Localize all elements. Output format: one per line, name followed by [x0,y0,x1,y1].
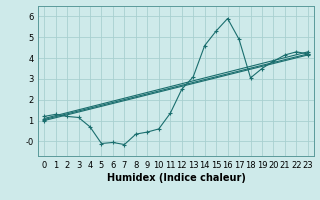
X-axis label: Humidex (Indice chaleur): Humidex (Indice chaleur) [107,173,245,183]
